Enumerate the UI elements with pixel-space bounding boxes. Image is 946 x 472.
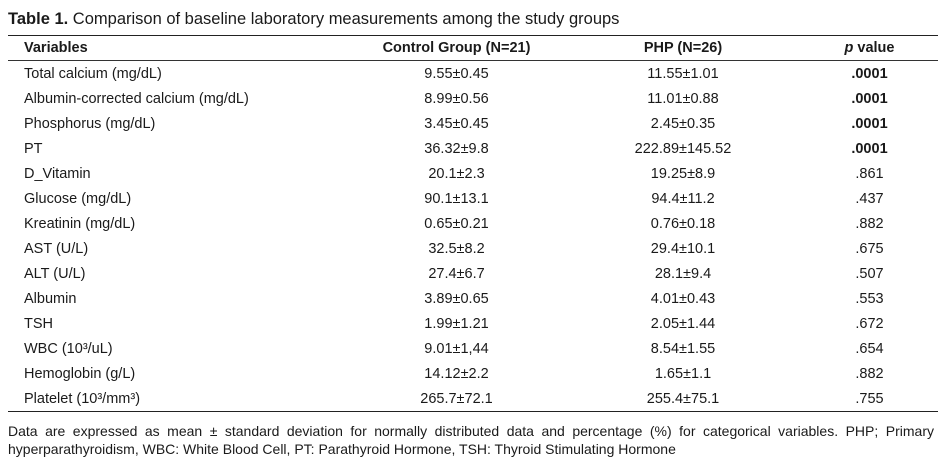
cell-p-value: .0001: [851, 65, 888, 82]
cell-variable: Kreatinin (mg/dL): [24, 215, 136, 232]
table-body: Total calcium (mg/dL) 9.55±0.45 11.55±1.01…: [8, 61, 938, 411]
table-caption-label: Table 1.: [8, 10, 69, 28]
cell-p-value: .654: [855, 340, 884, 357]
header-variables: Variables: [24, 40, 88, 56]
cell-p-value: .507: [855, 265, 884, 282]
table-row: D_Vitamin 20.1±2.3 19.25±8.9 .861: [8, 161, 938, 186]
cell-control-group: 0.65±0.21: [424, 215, 489, 232]
table-row: Phosphorus (mg/dL) 3.45±0.45 2.45±0.35 .000…: [8, 111, 938, 136]
header-p-italic: p: [844, 40, 854, 56]
cell-php: 222.89±145.52: [634, 140, 732, 157]
cell-p-value: .553: [855, 290, 884, 307]
table-row: Total calcium (mg/dL) 9.55±0.45 11.55±1.01…: [8, 61, 938, 86]
cell-p-value: .882: [855, 215, 884, 232]
table-top-rule: [8, 35, 938, 36]
cell-php: 11.01±0.88: [647, 90, 719, 107]
table-bottom-rule: [8, 411, 938, 412]
table-row: WBC (10³/uL) 9.01±1,44 8.54±1.55 .654: [8, 336, 938, 361]
table-row: ALT (U/L) 27.4±6.7 28.1±9.4 .507: [8, 261, 938, 286]
cell-variable: AST (U/L): [24, 240, 89, 257]
cell-control-group: 8.99±0.56: [424, 90, 489, 107]
cell-php: 19.25±8.9: [650, 165, 716, 182]
cell-p-value: .672: [855, 315, 884, 332]
cell-php: 11.55±1.01: [647, 65, 719, 82]
header-p-value: p value: [801, 36, 938, 60]
table-row: PT 36.32±9.8 222.89±145.52 .0001: [8, 136, 938, 161]
cell-p-value: .437: [855, 190, 884, 207]
cell-p-value: .755: [855, 390, 884, 407]
header-php: PHP (N=26): [643, 40, 723, 56]
cell-control-group: 27.4±6.7: [428, 265, 485, 282]
cell-php: 1.65±1.1: [654, 365, 712, 382]
cell-p-value: .0001: [851, 115, 888, 132]
cell-control-group: 1.99±1.21: [424, 315, 489, 332]
cell-control-group: 32.5±8.2: [428, 240, 485, 257]
header-p-rest: value: [853, 40, 895, 56]
cell-control-group: 20.1±2.3: [428, 165, 485, 182]
cell-control-group: 3.89±0.65: [424, 290, 489, 307]
cell-control-group: 90.1±13.1: [424, 190, 489, 207]
lab-measurements-table-body: Total calcium (mg/dL) 9.55±0.45 11.55±1.01…: [8, 61, 938, 411]
cell-variable: D_Vitamin: [24, 165, 91, 182]
cell-control-group: 9.01±1,44: [424, 340, 489, 357]
table-caption: Table 1. Comparison of baseline laborato…: [8, 9, 619, 29]
cell-variable: Platelet (10³/mm³): [24, 390, 141, 407]
table-row: Kreatinin (mg/dL) 0.65±0.21 0.76±0.18 .882: [8, 211, 938, 236]
cell-control-group: 265.7±72.1: [420, 390, 493, 407]
cell-p-value: .882: [855, 365, 884, 382]
cell-control-group: 3.45±0.45: [424, 115, 489, 132]
cell-variable: Glucose (mg/dL): [24, 190, 132, 207]
cell-php: 29.4±10.1: [650, 240, 716, 257]
lab-measurements-table-container: Variables Control Group (N=21) PHP (N=26…: [8, 35, 938, 412]
cell-p-value: .0001: [851, 140, 888, 157]
cell-variable: PT: [24, 140, 43, 157]
cell-variable: Phosphorus (mg/dL): [24, 115, 156, 132]
cell-php: 8.54±1.55: [650, 340, 716, 357]
cell-variable: Albumin: [24, 290, 77, 307]
header-row: Variables Control Group (N=21) PHP (N=26…: [8, 36, 938, 60]
table-row: AST (U/L) 32.5±8.2 29.4±10.1 .675: [8, 236, 938, 261]
cell-php: 4.01±0.43: [650, 290, 716, 307]
cell-php: 2.45±0.35: [650, 115, 716, 132]
cell-php: 2.05±1.44: [650, 315, 716, 332]
header-control-group: Control Group (N=21): [382, 40, 531, 56]
cell-php: 28.1±9.4: [654, 265, 712, 282]
table-row: Albumin 3.89±0.65 4.01±0.43 .553: [8, 286, 938, 311]
table-footnote: Data are expressed as mean ± standard de…: [8, 423, 934, 457]
table-header-rule: [8, 60, 938, 61]
cell-control-group: 36.32±9.8: [424, 140, 489, 157]
cell-php: 94.4±11.2: [651, 190, 715, 207]
cell-variable: ALT (U/L): [24, 265, 86, 282]
cell-p-value: .0001: [851, 90, 888, 107]
table-caption-text: Comparison of baseline laboratory measur…: [68, 10, 620, 28]
cell-p-value: .675: [855, 240, 884, 257]
cell-control-group: 9.55±0.45: [424, 65, 489, 82]
cell-php: 255.4±75.1: [646, 390, 720, 407]
cell-control-group: 14.12±2.2: [424, 365, 489, 382]
cell-php: 0.76±0.18: [650, 215, 716, 232]
cell-variable: Total calcium (mg/dL): [24, 65, 162, 82]
cell-p-value: .861: [855, 165, 884, 182]
table-row: Glucose (mg/dL) 90.1±13.1 94.4±11.2 .437: [8, 186, 938, 211]
table-row: Albumin-corrected calcium (mg/dL) 8.99±0.…: [8, 86, 938, 111]
cell-variable: WBC (10³/uL): [24, 340, 113, 357]
lab-measurements-table: Variables Control Group (N=21) PHP (N=26…: [8, 36, 938, 60]
cell-variable: Albumin-corrected calcium (mg/dL): [24, 90, 249, 107]
table-row: Platelet (10³/mm³) 265.7±72.1 255.4±75.1 .7…: [8, 386, 938, 411]
table-row: TSH 1.99±1.21 2.05±1.44 .672: [8, 311, 938, 336]
cell-variable: Hemoglobin (g/L): [24, 365, 136, 382]
table-row: Hemoglobin (g/L) 14.12±2.2 1.65±1.1 .882: [8, 361, 938, 386]
table-header: Variables Control Group (N=21) PHP (N=26…: [8, 36, 938, 60]
cell-variable: TSH: [24, 315, 53, 332]
